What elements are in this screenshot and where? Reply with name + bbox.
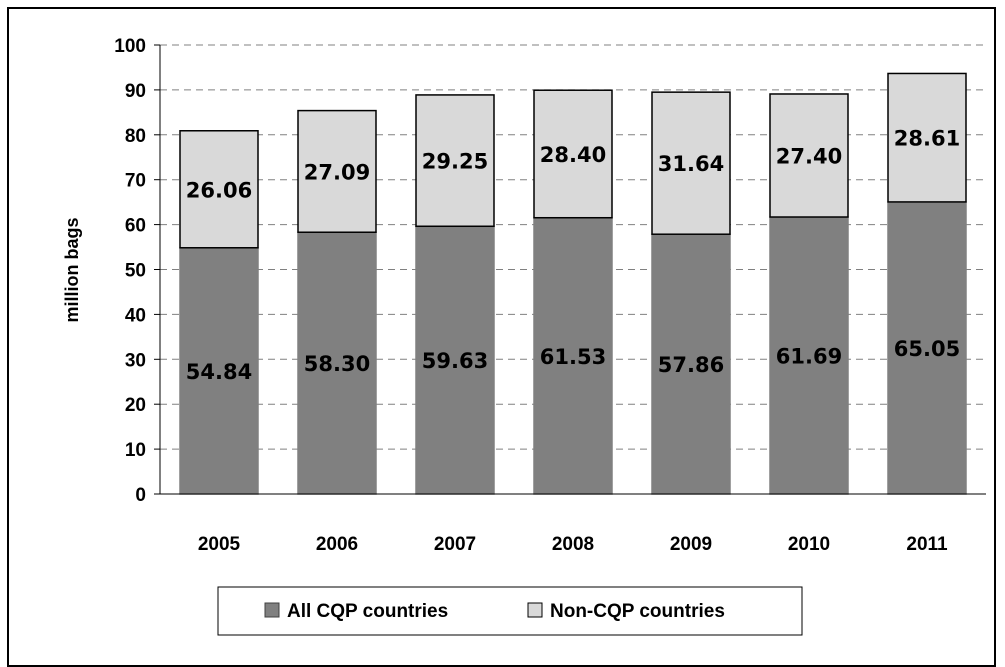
y-tick-label: 80 <box>125 126 146 147</box>
bar-all-cqp-2010 <box>769 216 849 495</box>
x-tick-label: 2005 <box>198 534 241 555</box>
bar-non-cqp-2011 <box>887 72 967 203</box>
x-tick-label: 2010 <box>788 534 830 555</box>
data-label-all-cqp-2006: 58.30 <box>304 352 370 376</box>
y-tick-label: 20 <box>125 395 146 416</box>
y-tick-label: 70 <box>125 171 146 192</box>
bar-all-cqp-2007 <box>415 225 495 495</box>
legend-swatch-all-cqp <box>264 602 280 618</box>
y-tick-label: 0 <box>135 485 146 506</box>
data-label-all-cqp-2007: 59.63 <box>422 349 488 373</box>
x-tick-label: 2011 <box>906 534 948 555</box>
bar-all-cqp-2006 <box>297 231 377 495</box>
y-tick-label: 60 <box>125 216 146 237</box>
data-label-non-cqp-2008: 28.40 <box>540 143 606 167</box>
data-label-all-cqp-2010: 61.69 <box>776 345 842 369</box>
y-tick-label: 100 <box>114 36 146 57</box>
x-tick-label: 2006 <box>316 534 358 555</box>
y-tick-label: 50 <box>125 261 146 282</box>
x-tick-label: 2008 <box>552 534 594 555</box>
legend-swatch-non-cqp <box>527 602 543 618</box>
legend-label-all-cqp: All CQP countries <box>287 601 448 622</box>
data-label-non-cqp-2009: 31.64 <box>658 152 724 176</box>
legend-box <box>217 586 803 636</box>
bar-non-cqp-2008 <box>533 89 613 219</box>
bar-non-cqp-2006 <box>297 109 377 233</box>
bar-non-cqp-2010 <box>769 93 849 218</box>
bar-all-cqp-2009 <box>651 233 731 495</box>
bar-non-cqp-2005 <box>179 130 259 249</box>
bar-all-cqp-2011 <box>887 201 967 495</box>
x-tick-labels: 2005 2006 2007 2008 2009 2010 2011 <box>198 534 948 555</box>
data-label-all-cqp-2005: 54.84 <box>186 360 252 384</box>
y-tick-label: 40 <box>125 305 146 326</box>
data-label-non-cqp-2007: 29.25 <box>422 150 488 174</box>
x-tick-label: 2009 <box>670 534 712 555</box>
y-tick-label: 90 <box>125 81 146 102</box>
data-label-non-cqp-2006: 27.09 <box>304 160 370 184</box>
data-label-non-cqp-2005: 26.06 <box>186 178 252 202</box>
bar-non-cqp-2009 <box>651 91 731 235</box>
data-label-non-cqp-2011: 28.61 <box>894 127 960 151</box>
axes <box>154 44 986 495</box>
data-labels: 54.84 26.06 58.30 27.09 59.63 29.25 61.53 28.40… <box>186 127 960 384</box>
y-tick-labels: 0 10 20 30 40 50 60 70 80 90 100 <box>114 36 146 506</box>
legend-label-non-cqp: Non-CQP countries <box>550 601 725 622</box>
data-label-non-cqp-2010: 27.40 <box>776 144 842 168</box>
bar-all-cqp-2008 <box>533 216 613 495</box>
legend: All CQP countries Non-CQP countries <box>217 586 803 636</box>
y-tick-label: 10 <box>125 440 146 461</box>
x-tick-label: 2007 <box>434 534 476 555</box>
bar-non-cqp-2007 <box>415 94 495 228</box>
data-label-all-cqp-2011: 65.05 <box>894 337 960 361</box>
y-tick-label: 30 <box>125 350 146 371</box>
data-label-all-cqp-2009: 57.86 <box>658 353 724 377</box>
bars <box>179 72 967 495</box>
data-label-all-cqp-2008: 61.53 <box>540 345 606 369</box>
y-axis-label: million bags <box>62 217 82 322</box>
bar-all-cqp-2005 <box>179 247 259 495</box>
